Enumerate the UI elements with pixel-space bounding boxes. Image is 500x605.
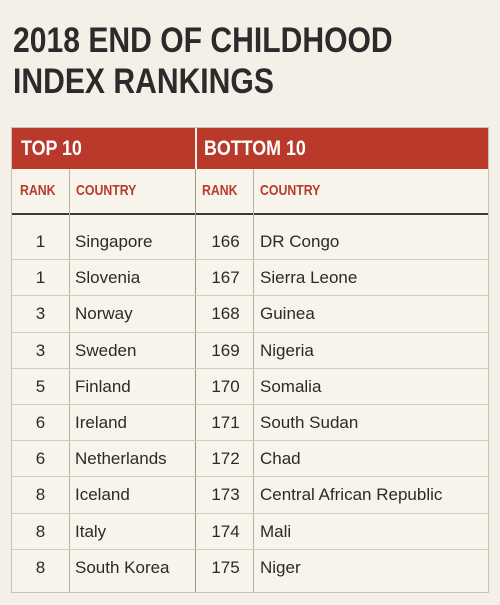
bottom-country: Guinea xyxy=(260,304,315,324)
top-rank: 5 xyxy=(35,376,46,396)
bottom-rank: 174 xyxy=(211,521,240,541)
top-rank: 3 xyxy=(35,340,46,360)
title-line-2: INDEX RANKINGS xyxy=(13,62,274,101)
column-header-row: RANK COUNTRY RANK COUNTRY xyxy=(12,169,488,215)
top-rank: 6 xyxy=(35,449,46,469)
bottom-rank: 173 xyxy=(211,485,240,505)
top-country: Slovenia xyxy=(75,268,141,288)
bottom-rank: 169 xyxy=(211,340,240,360)
bottom-rank: 171 xyxy=(211,412,240,432)
table-row: 1 Singapore 166 DR Congo xyxy=(12,224,488,261)
table-body: 1 Singapore 166 DR Congo 1 Slovenia 167 … xyxy=(12,224,488,586)
table-row: 3 Sweden 169 Nigeria xyxy=(12,333,488,369)
page-title: 2018 END OF CHILDHOOD INDEX RANKINGS xyxy=(13,20,417,102)
top-rank: 8 xyxy=(35,485,46,505)
top-country: Norway xyxy=(75,304,133,324)
bottom-country: Mali xyxy=(260,521,292,541)
bottom-rank: 172 xyxy=(211,449,240,469)
table-row: 1 Slovenia 167 Sierra Leone xyxy=(12,260,488,297)
top-country: Netherlands xyxy=(75,449,167,469)
table-row: 5 Finland 170 Somalia xyxy=(12,369,488,405)
group-column-divider xyxy=(195,169,196,592)
table-row: 6 Ireland 171 South Sudan xyxy=(12,405,488,442)
group-top-10: TOP 10 xyxy=(21,137,82,160)
column-header-rank-top: RANK xyxy=(20,182,56,199)
bottom-rank: 168 xyxy=(211,304,240,324)
group-header-bar: TOP 10 BOTTOM 10 xyxy=(12,128,488,169)
top-country: Finland xyxy=(75,376,131,396)
bottom-country: Somalia xyxy=(260,376,322,396)
bottom-country: Chad xyxy=(260,449,301,469)
bottom-rank: 167 xyxy=(211,268,240,288)
top-rank: 6 xyxy=(35,412,46,432)
bottom-country: Sierra Leone xyxy=(260,268,358,288)
table-row: 8 Italy 174 Mali xyxy=(12,514,488,550)
bottom-rank: 166 xyxy=(211,232,240,251)
column-header-country-top: COUNTRY xyxy=(76,182,137,199)
top-country: Iceland xyxy=(75,485,130,505)
bottom-rank: 170 xyxy=(211,376,240,396)
bottom-country: South Sudan xyxy=(260,412,359,432)
top-country: Italy xyxy=(75,521,107,541)
bottom-rank: 175 xyxy=(211,557,240,577)
top-country: Singapore xyxy=(75,232,153,251)
group-divider xyxy=(195,128,197,169)
column-divider xyxy=(69,169,70,592)
column-divider xyxy=(253,169,254,592)
top-rank: 1 xyxy=(35,268,46,288)
bottom-country: Niger xyxy=(260,557,301,577)
bottom-country: DR Congo xyxy=(260,232,340,251)
bottom-country: Central African Republic xyxy=(260,485,443,505)
top-country: South Korea xyxy=(75,557,170,577)
column-header-country-bottom: COUNTRY xyxy=(260,182,321,199)
top-rank: 3 xyxy=(35,304,46,324)
top-rank: 8 xyxy=(35,557,46,577)
column-header-rank-bottom: RANK xyxy=(202,182,238,199)
group-bottom-10: BOTTOM 10 xyxy=(204,137,306,160)
table-row: 3 Norway 168 Guinea xyxy=(12,296,488,333)
title-line-1: 2018 END OF CHILDHOOD xyxy=(13,21,393,60)
table-row: 8 Iceland 173 Central African Republic xyxy=(12,477,488,514)
top-rank: 1 xyxy=(35,232,46,251)
table-row: 6 Netherlands 172 Chad xyxy=(12,441,488,478)
table-row: 8 South Korea 175 Niger xyxy=(12,550,488,586)
rankings-table: TOP 10 BOTTOM 10 RANK COUNTRY RANK COUNT… xyxy=(11,127,489,593)
bottom-country: Nigeria xyxy=(260,340,314,360)
top-country: Sweden xyxy=(75,340,137,360)
top-rank: 8 xyxy=(35,521,46,541)
top-country: Ireland xyxy=(75,412,127,432)
